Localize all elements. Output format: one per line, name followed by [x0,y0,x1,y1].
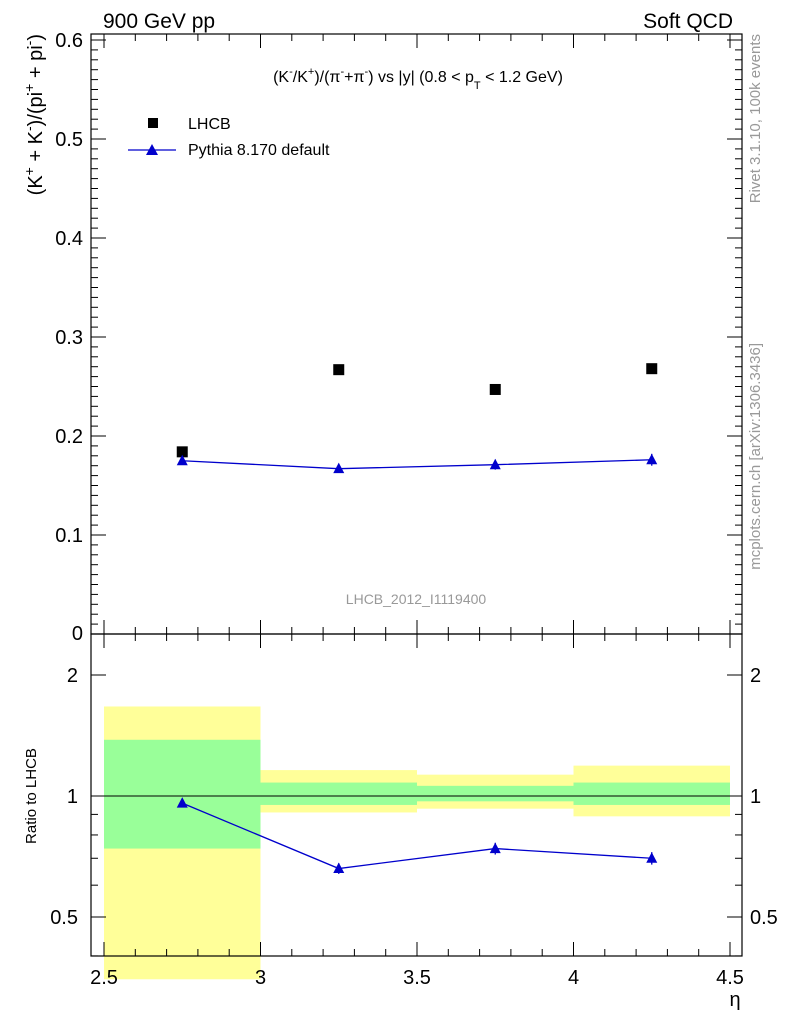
ratio-tick-label-right: 1 [750,786,761,808]
y-tick-label: 0.5 [55,129,83,151]
ratio-axis-label: Ratio to LHCB [23,748,40,844]
legend-lhcb-marker [148,118,158,128]
x-tick-label: 2.5 [90,967,118,989]
ratio-band-inner [417,785,574,802]
pythia-ratio-point [176,797,188,808]
y-tick-label: 0.6 [55,30,83,52]
ratio-tick-label-right: 0.5 [750,907,778,929]
pythia-point [489,458,501,470]
y-tick-label: 0.1 [55,525,83,547]
y-axis-label: (K+ + K-)/(pi+ + pi-) [21,34,47,195]
y-tick-label: 0.3 [55,327,83,349]
category-label: Soft QCD [643,10,733,33]
ratio-tick-label-right: 2 [750,665,761,687]
pythia-ratio-point [646,852,658,863]
lhcb-point [176,446,188,458]
x-tick-label: 4.5 [716,967,744,989]
lhcb-point [646,363,658,375]
mcplots-info: mcplots.cern.ch [arXiv:1306.3436] [747,343,764,570]
ratio-tick-label-left: 0.5 [50,907,78,929]
y-tick-label: 0 [72,623,83,645]
ratio-band-inner [573,782,730,805]
plot-title: (K-/K+)/(π-+π-) vs |y| (0.8 < pT < 1.2 G… [273,66,563,92]
y-tick-label: 0.2 [55,426,83,448]
pythia-point [646,453,658,465]
legend-pythia-marker [146,144,158,155]
lhcb-point [333,364,345,376]
pythia-point [176,454,188,466]
x-tick-label: 4 [568,967,579,989]
ratio-band-inner [260,782,417,805]
x-tick-label: 3.5 [403,967,431,989]
pythia-ratio-line [181,802,652,870]
pythia-line [182,459,652,470]
pythia-point [333,462,345,474]
legend-pythia-label: Pythia 8.170 default [188,142,330,159]
energy-label: 900 GeV pp [103,10,215,33]
x-tick-label: 3 [255,967,266,989]
y-tick-label: 0.4 [55,228,83,250]
legend-lhcb-label: LHCB [188,116,231,133]
x-axis-label: η [729,989,740,1011]
ratio-tick-label-left: 2 [67,665,78,687]
analysis-watermark: LHCB_2012_I1119400 [346,591,487,607]
ratio-band-inner [104,739,261,849]
pythia-ratio-point [333,862,345,874]
rivet-info: Rivet 3.1.10, 100k events [747,34,764,203]
lhcb-point [489,383,501,395]
ratio-tick-label-left: 1 [67,786,78,808]
pythia-ratio-point [489,842,501,854]
